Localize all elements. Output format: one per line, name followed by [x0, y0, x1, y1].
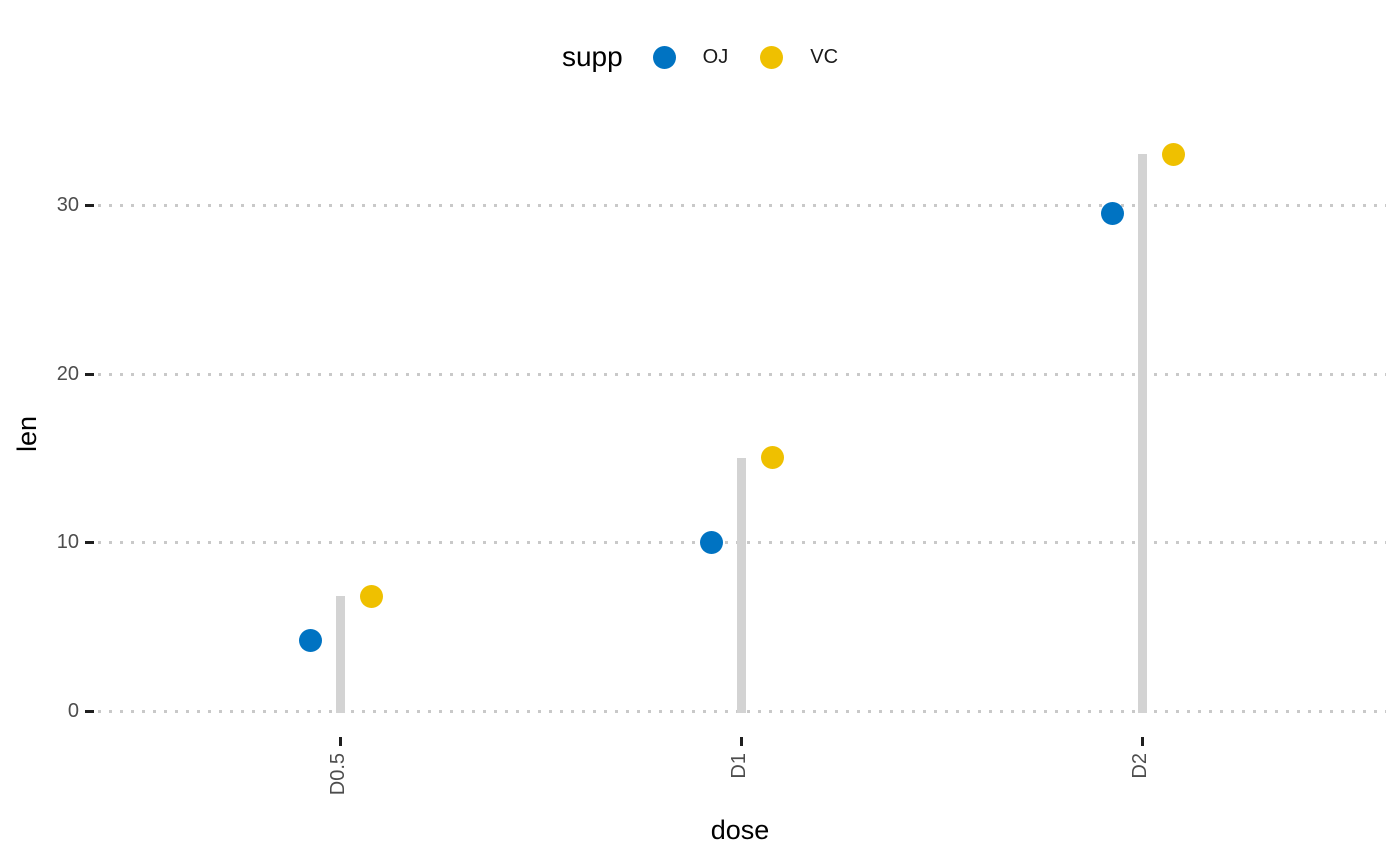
data-point-OJ-D0.5: [298, 628, 322, 652]
gridline-y-30: [98, 203, 1386, 207]
legend: supp OJ VC: [0, 34, 1400, 80]
x-axis-title: dose: [0, 815, 1400, 846]
legend-label-oj: OJ: [702, 45, 729, 68]
y-tick-mark-10: [85, 541, 94, 545]
x-tick-mark-D2: [1141, 737, 1144, 746]
data-point-OJ-D1: [699, 530, 723, 554]
x-tick-label-D2: D2: [1129, 753, 1151, 779]
data-point-OJ-D2: [1100, 201, 1124, 225]
x-tick-label-D0.5: D0.5: [327, 753, 349, 796]
oj-legend-dot-icon: [652, 45, 676, 69]
y-tick-label: 20: [56, 362, 79, 385]
legend-item-oj[interactable]: OJ: [652, 45, 729, 69]
x-axis-title-text: dose: [710, 815, 770, 845]
y-tick-label: 0: [67, 700, 79, 722]
data-point-VC-D2: [1161, 142, 1185, 166]
y-tick-mark-20: [85, 372, 94, 376]
y-tick-label: 10: [56, 531, 79, 554]
lollipop-segment-D0.5: [336, 596, 345, 713]
x-tick-mark-D0.5: [339, 737, 342, 746]
lollipop-segment-D2: [1138, 154, 1147, 713]
gridline-y-20: [98, 372, 1386, 376]
y-tick-label: 30: [56, 193, 79, 216]
x-tick-mark-D1: [740, 737, 743, 746]
data-point-VC-D1: [760, 446, 784, 470]
legend-label-vc: VC: [810, 45, 839, 68]
lollipop-segment-D1: [737, 457, 746, 713]
y-tick-mark-30: [85, 203, 94, 207]
y-tick-mark-0: [85, 710, 94, 713]
x-tick-label-D1: D1: [728, 753, 750, 779]
vc-legend-dot-icon: [760, 45, 784, 69]
legend-item-vc[interactable]: VC: [760, 45, 839, 69]
data-point-VC-D0.5: [359, 584, 383, 608]
legend-title: supp: [561, 41, 623, 72]
